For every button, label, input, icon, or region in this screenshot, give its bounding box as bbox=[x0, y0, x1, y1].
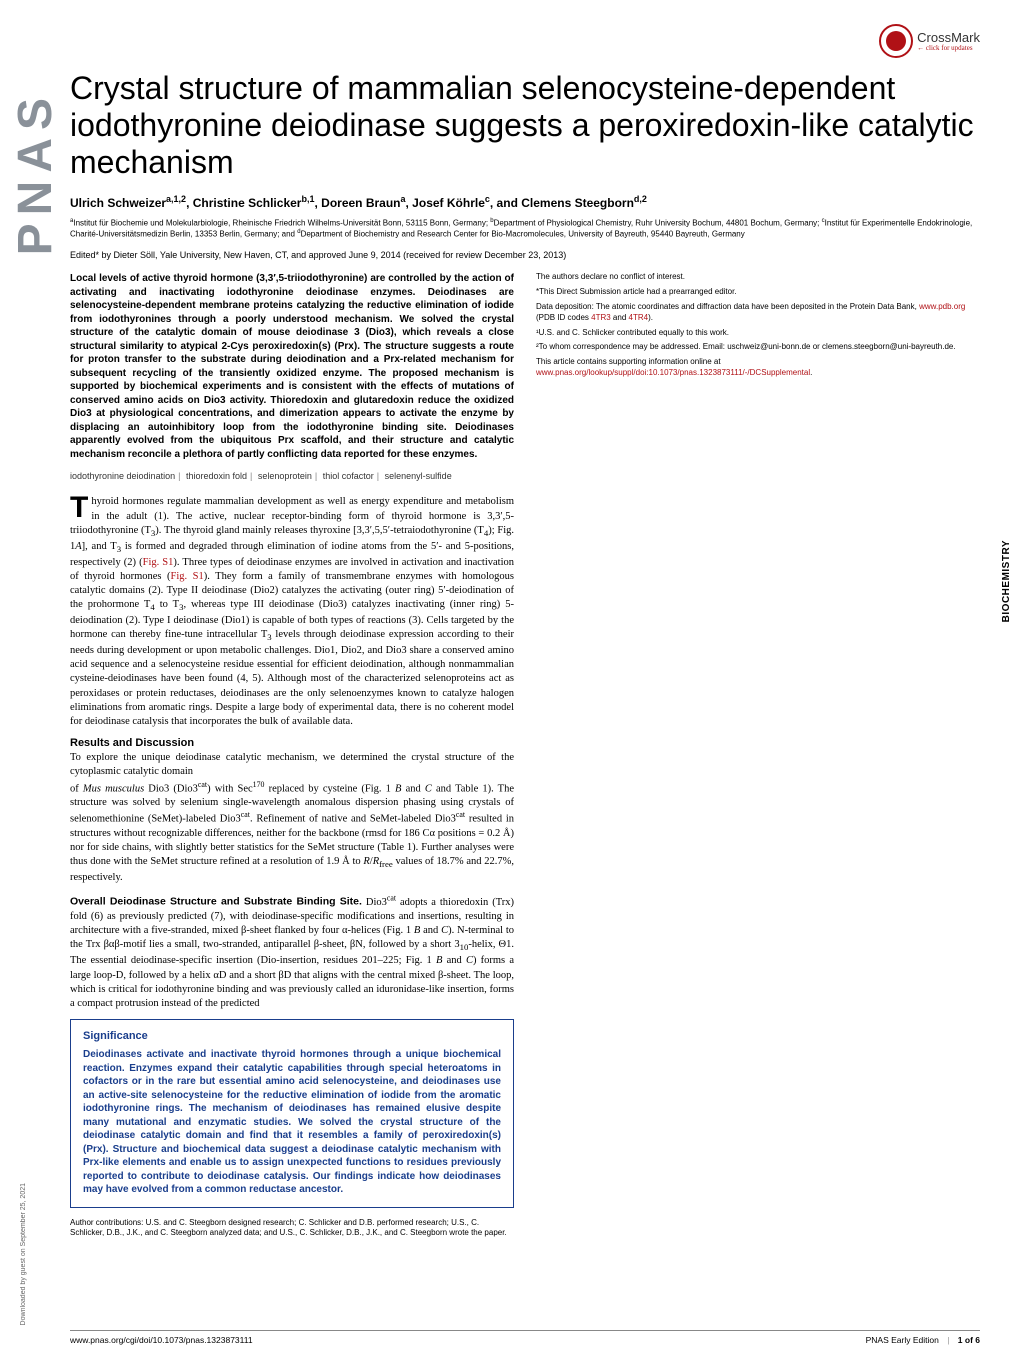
author-list: Ulrich Schweizera,1,2, Christine Schlick… bbox=[70, 194, 980, 210]
footnote-conflict: The authors declare no conflict of inter… bbox=[536, 272, 980, 283]
page-footer: www.pnas.org/cgi/doi/10.1073/pnas.132387… bbox=[70, 1330, 980, 1345]
footnote-author-contributions: Author contributions: U.S. and C. Steegb… bbox=[70, 1218, 514, 1240]
crossmark-label: CrossMark bbox=[917, 31, 980, 44]
pnas-logo-sidebar: PNAS bbox=[8, 90, 63, 255]
footnote-equal-contribution: ¹U.S. and C. Schlicker contributed equal… bbox=[536, 328, 980, 339]
article-body-columns: Local levels of active thyroid hormone (… bbox=[70, 272, 980, 1252]
results-heading: Results and Discussion bbox=[70, 737, 514, 749]
footnote-supporting-info: This article contains supporting informa… bbox=[536, 357, 980, 379]
crossmark-sublabel: ← click for updates bbox=[917, 44, 980, 52]
keywords: iodothyronine deiodination| thioredoxin … bbox=[70, 471, 514, 481]
affiliations: aInstitut für Biochemie und Molekularbio… bbox=[70, 218, 980, 240]
footer-page-number: 1 of 6 bbox=[958, 1335, 980, 1345]
significance-box: Significance Deiodinases activate and in… bbox=[70, 1019, 514, 1208]
structure-paragraph: Overall Deiodinase Structure and Substra… bbox=[70, 893, 514, 1011]
footnote-correspondence: ²To whom correspondence may be addressed… bbox=[536, 342, 980, 353]
abstract: Local levels of active thyroid hormone (… bbox=[70, 272, 514, 461]
download-note: Downloaded by guest on September 25, 202… bbox=[20, 1183, 27, 1325]
crossmark-badge[interactable]: CrossMark ← click for updates bbox=[879, 24, 980, 58]
results-paragraph-1: To explore the unique deiodinase catalyt… bbox=[70, 751, 514, 779]
significance-body: Deiodinases activate and inactivate thyr… bbox=[83, 1048, 501, 1197]
footer-doi: www.pnas.org/cgi/doi/10.1073/pnas.132387… bbox=[70, 1335, 253, 1345]
footer-journal: PNAS Early Edition bbox=[866, 1335, 939, 1345]
significance-heading: Significance bbox=[83, 1030, 501, 1042]
results-paragraph-2: of Mus musculus Dio3 (Dio3cat) with Sec1… bbox=[70, 780, 514, 886]
crossmark-icon bbox=[879, 24, 913, 58]
category-label: BIOCHEMISTRY bbox=[1001, 540, 1012, 622]
intro-paragraph: Thyroid hormones regulate mammalian deve… bbox=[70, 495, 514, 729]
structure-run-in-heading: Overall Deiodinase Structure and Substra… bbox=[70, 896, 362, 908]
article-title: Crystal structure of mammalian selenocys… bbox=[70, 70, 980, 180]
footnote-data-deposition: Data deposition: The atomic coordinates … bbox=[536, 302, 980, 324]
footnote-direct-submission: *This Direct Submission article had a pr… bbox=[536, 287, 980, 298]
edited-line: Edited* by Dieter Söll, Yale University,… bbox=[70, 250, 980, 260]
